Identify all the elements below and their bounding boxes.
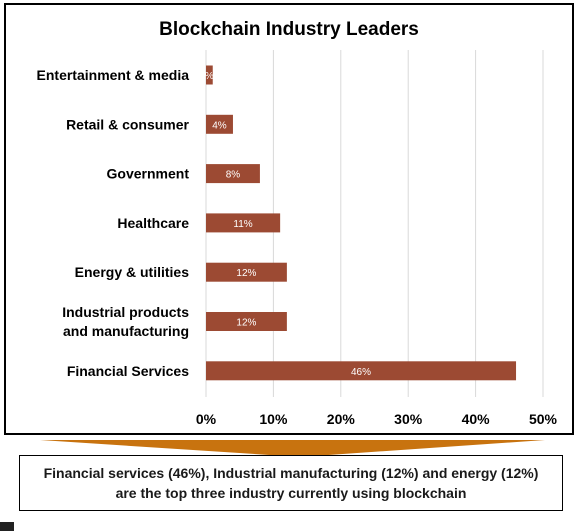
- bar-data-label: 4%: [212, 120, 227, 131]
- bar: [206, 361, 517, 381]
- caption-box: Financial services (46%), Industrial man…: [19, 455, 563, 511]
- category-label: Healthcare: [117, 215, 189, 231]
- category-label: Financial Services: [67, 363, 189, 379]
- x-tick-label: 0%: [196, 411, 217, 427]
- category-label: Energy & utilities: [75, 264, 190, 280]
- bar-data-label: 8%: [226, 170, 241, 181]
- category-label: Retail & consumer: [66, 116, 189, 132]
- bar-data-label: 11%: [233, 219, 252, 230]
- category-label: Government: [107, 166, 190, 182]
- bar-data-label: %: [205, 71, 214, 82]
- category-label: and manufacturing: [63, 323, 189, 339]
- callout-connector-shape: [40, 440, 545, 457]
- footer-mark: [0, 522, 14, 531]
- x-tick-label: 40%: [462, 411, 491, 427]
- callout-connector: [40, 440, 545, 457]
- bar: [206, 262, 287, 282]
- x-tick-label: 20%: [327, 411, 356, 427]
- bar: [206, 164, 260, 184]
- bar: [206, 312, 287, 331]
- bar-chart: % Entertainment & media 4% Retail & consume…: [37, 50, 558, 427]
- bar: [206, 114, 233, 134]
- chart-title: Blockchain Industry Leaders: [159, 19, 419, 40]
- caption-text: Financial services (46%), Industrial man…: [43, 465, 539, 501]
- bar: [206, 213, 281, 233]
- x-tick-label: 10%: [259, 411, 288, 427]
- chart-panel: % Entertainment & media 4% Retail & consume…: [4, 3, 574, 435]
- x-tick-label: 30%: [394, 411, 423, 427]
- bar: [206, 65, 213, 85]
- category-label: Entertainment & media: [37, 67, 190, 83]
- category-label: Industrial products: [62, 304, 189, 320]
- bar-data-label: 12%: [236, 268, 256, 279]
- bar-data-label: 12%: [236, 318, 256, 329]
- bar-data-label: 46%: [351, 367, 371, 378]
- x-tick-label: 50%: [529, 411, 558, 427]
